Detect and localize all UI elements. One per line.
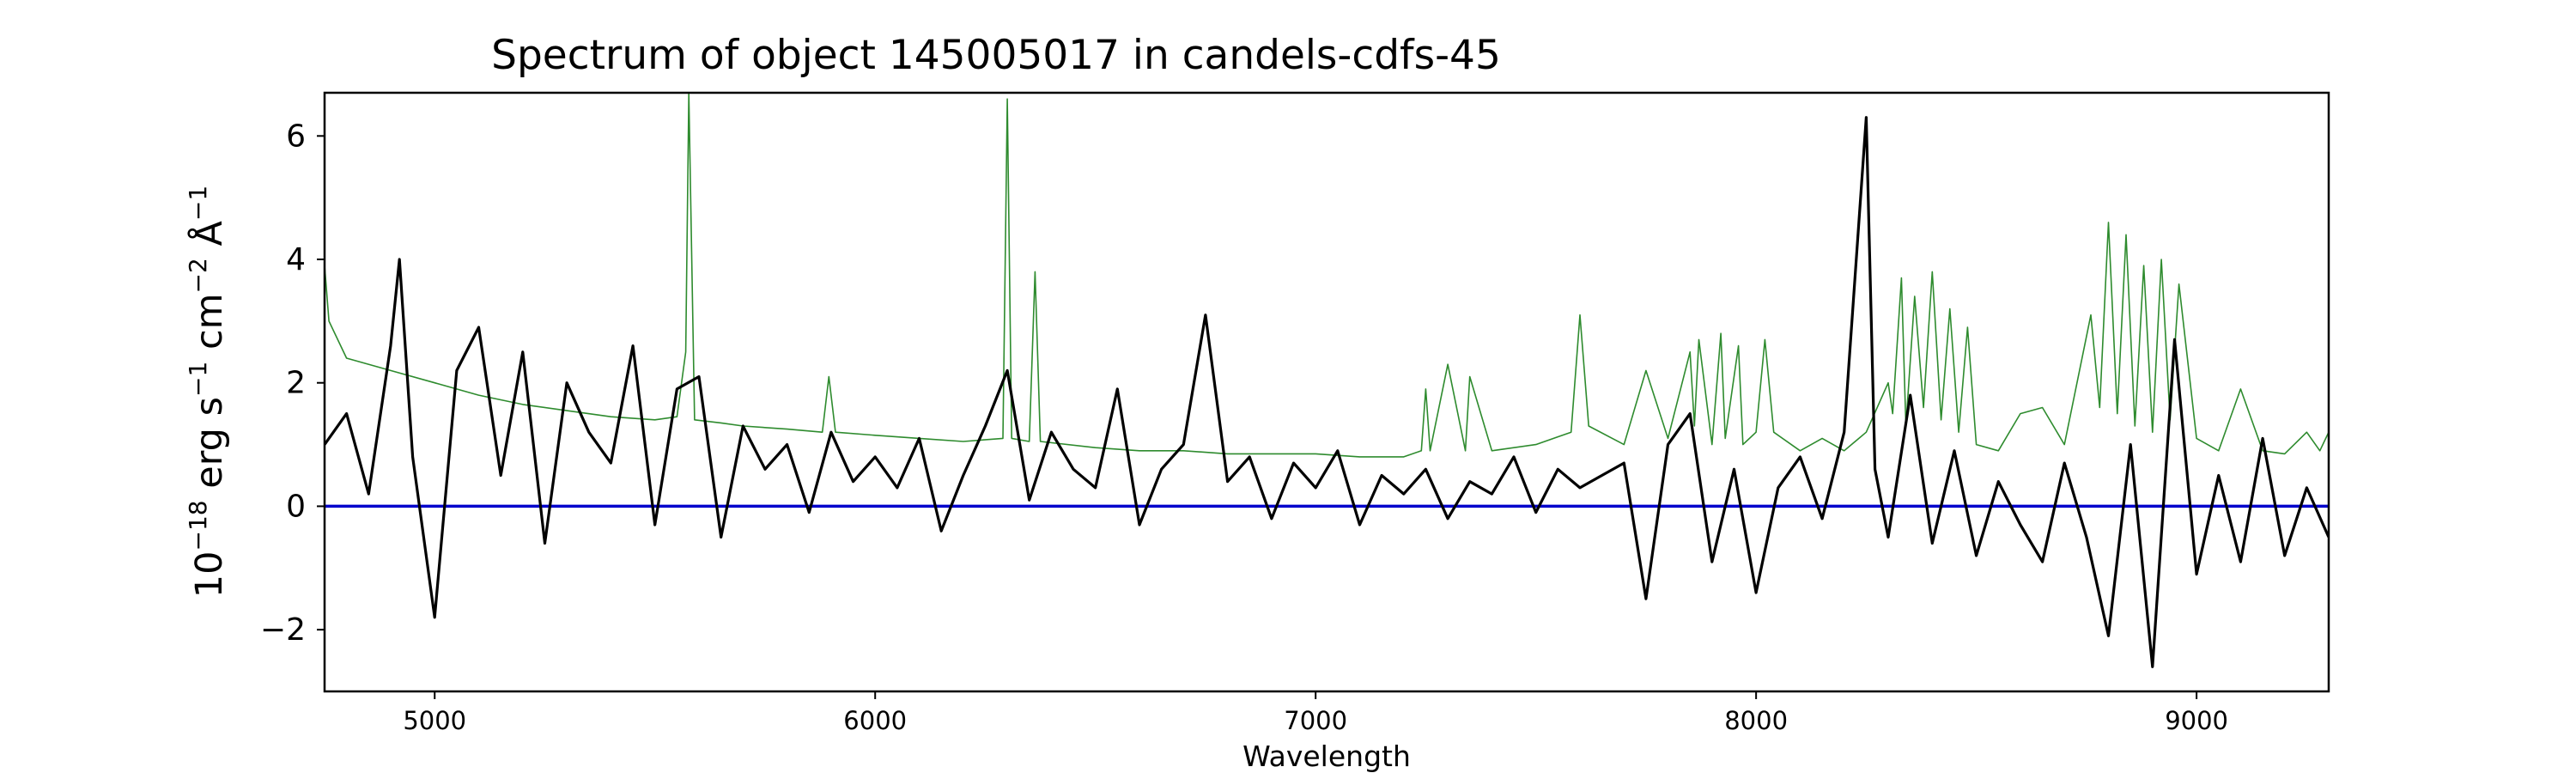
x-tick-label: 8000 — [1724, 706, 1788, 735]
y-tick-label: 4 — [286, 242, 306, 277]
y-axis-label-exp3: −2 — [184, 258, 212, 293]
y-axis-label-exp4: −1 — [184, 186, 212, 221]
y-axis-label-unit1: erg s — [188, 397, 231, 500]
flux-series-line — [325, 116, 2329, 668]
axes-frame — [323, 91, 2330, 693]
x-tick-label: 9000 — [2165, 706, 2228, 735]
y-axis-label: 10−18 erg s−1 cm−2 Å−1 — [184, 186, 231, 598]
y-axis-label-base: 10 — [188, 551, 231, 598]
y-axis-label-exp2: −1 — [184, 362, 212, 397]
y-axis-label-exp: −18 — [184, 500, 212, 551]
x-tick-label: 6000 — [843, 706, 907, 735]
y-axis-ticks: −2 0 2 4 6 — [260, 119, 325, 648]
x-tick-label: 7000 — [1284, 706, 1347, 735]
y-tick-label: −2 — [260, 612, 306, 648]
chart-title: Spectrum of object 145005017 in candels-… — [491, 32, 1501, 79]
plot-area — [325, 93, 2329, 668]
x-axis-label: Wavelength — [1242, 740, 1411, 773]
error-series-line — [325, 93, 2329, 458]
x-tick-label: 5000 — [403, 706, 466, 735]
y-tick-label: 0 — [286, 489, 306, 524]
x-axis-ticks: 5000 6000 7000 8000 9000 — [403, 691, 2228, 735]
y-tick-label: 6 — [286, 119, 306, 154]
y-axis-label-unit3: Å — [187, 221, 231, 259]
y-tick-label: 2 — [286, 366, 306, 401]
y-axis-label-unit2: cm — [188, 293, 231, 361]
